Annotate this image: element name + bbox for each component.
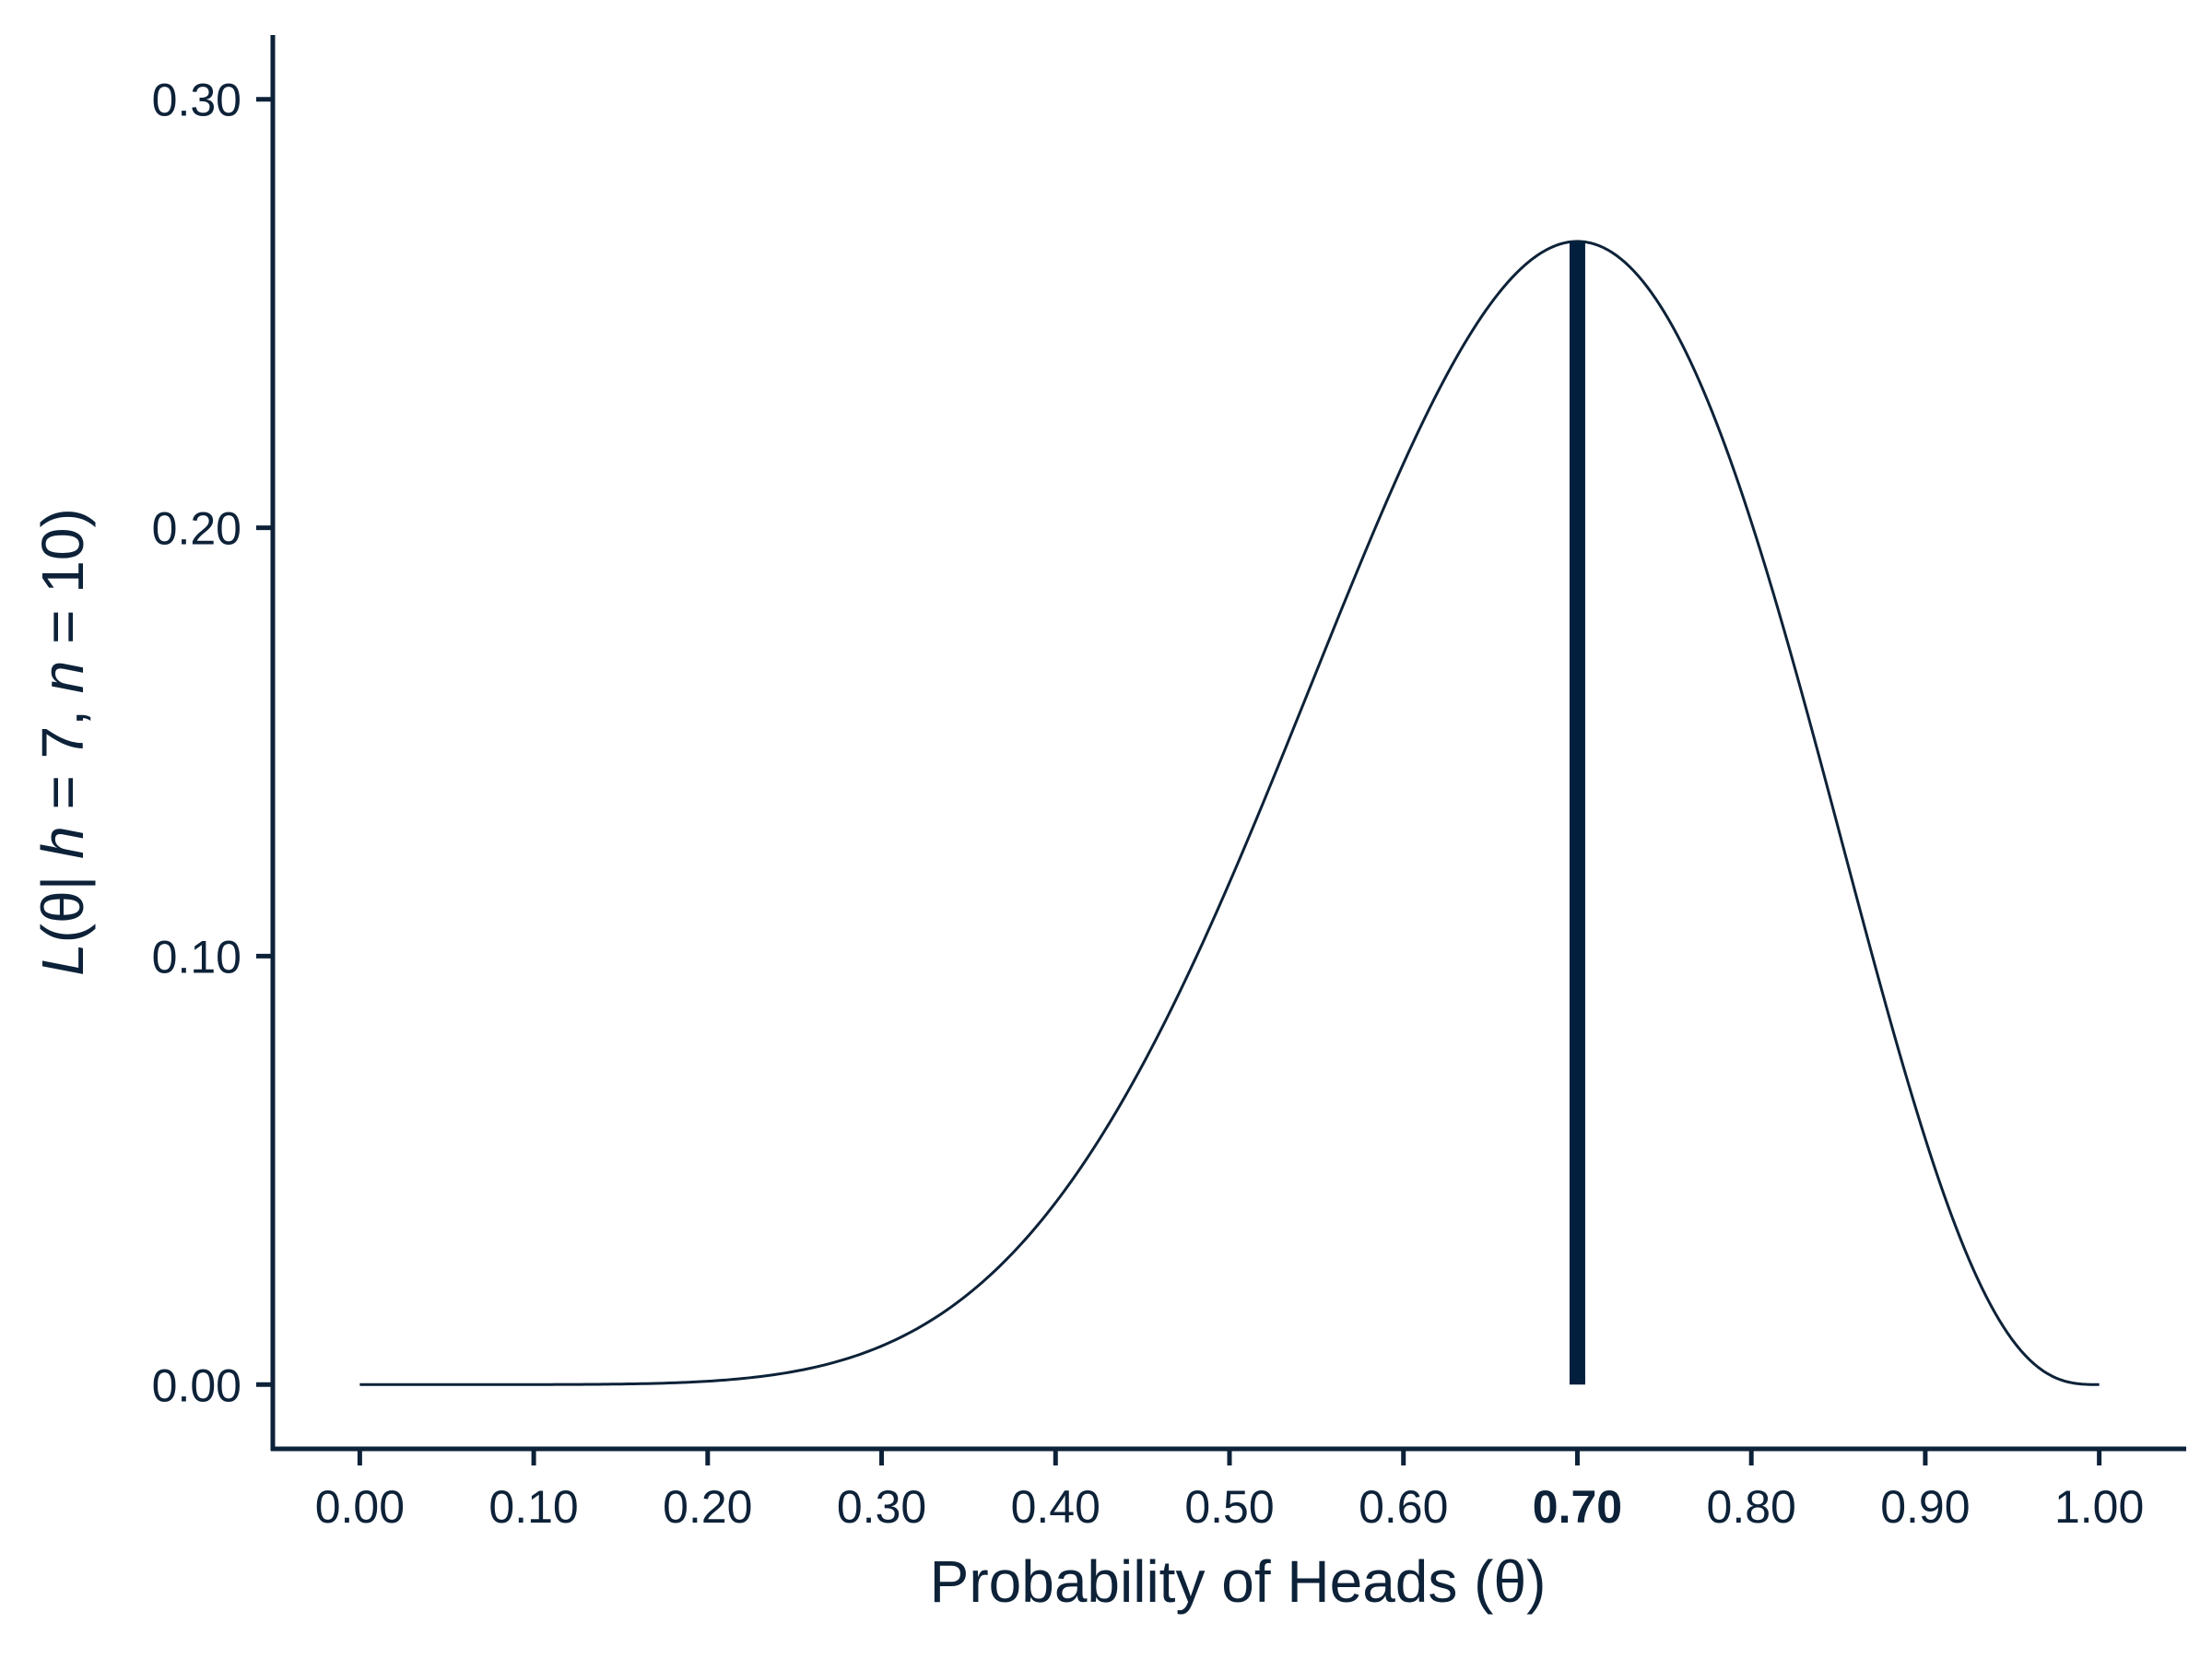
y-axis-title-part: (θ| (29, 859, 96, 943)
y-axis-title: L(θ| h = 7, n = 10) (29, 508, 96, 976)
x-axis-title: Probability of Heads (θ) (930, 1548, 1547, 1615)
y-axis-title-part: L (29, 943, 96, 976)
x-tick-label: 0.80 (1707, 1481, 1796, 1533)
axes: 0.00 0.10 0.20 0.30 0.40 0.50 0.60 0.70 0.80 0.90… (152, 35, 2186, 1533)
x-tick-label: 0.60 (1359, 1481, 1448, 1533)
x-tick-label: 0.20 (663, 1481, 752, 1533)
x-tick-label: 0.10 (488, 1481, 578, 1533)
y-axis-title-part: n (29, 661, 96, 694)
x-tick-label: 0.50 (1184, 1481, 1274, 1533)
x-tick-label: 0.00 (315, 1481, 405, 1533)
x-tick-label: 0.70 (1533, 1481, 1622, 1533)
likelihood-curve (359, 240, 2100, 1386)
y-axis-title-part: = 10) (29, 508, 96, 660)
x-tick-label: 0.40 (1011, 1481, 1100, 1533)
y-axis-title-part: = 7, (29, 693, 96, 826)
y-tick-label: 0.30 (152, 75, 241, 126)
x-tick-label: 0.30 (837, 1481, 926, 1533)
y-axis-title-part: h (29, 826, 96, 859)
x-tick-label: 1.00 (2054, 1481, 2144, 1533)
x-tick-label: 0.90 (1880, 1481, 1970, 1533)
y-tick-label: 0.10 (152, 931, 241, 982)
y-tick-label: 0.00 (152, 1359, 241, 1411)
y-tick-label: 0.20 (152, 503, 241, 555)
plot-area (359, 240, 2100, 1386)
